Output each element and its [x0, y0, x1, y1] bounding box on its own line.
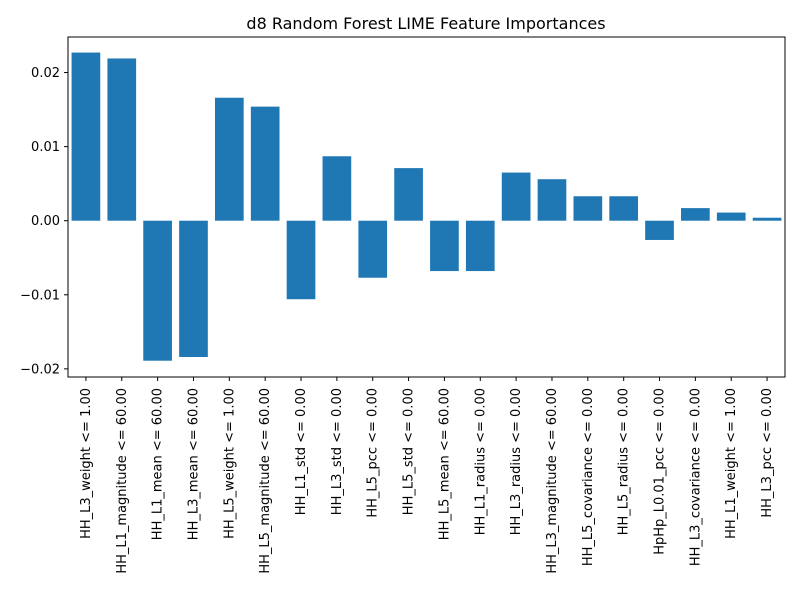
x-tick-label: HpHp_L0.01_pcc <= 0.00	[653, 388, 668, 555]
x-tick-label: HH_L1_magnitude <= 60.00	[115, 388, 130, 574]
bars-group	[71, 52, 782, 361]
y-axis: −0.02 −0.01 0.00 0.01 0.02	[20, 66, 68, 377]
y-tick-label: −0.02	[20, 362, 60, 377]
x-tick-label: HH_L5_covariance <= 0.00	[581, 388, 596, 566]
x-tick-label: HH_L3_pcc <= 0.00	[760, 388, 775, 518]
bar	[107, 58, 137, 221]
bar	[537, 179, 567, 221]
bar	[250, 106, 280, 221]
x-tick-label: HH_L5_pcc <= 0.00	[366, 388, 381, 518]
bar	[358, 220, 388, 278]
x-tick-label: HH_L3_weight <= 1.00	[79, 388, 94, 539]
bar	[681, 208, 710, 221]
x-tick-label: HH_L3_mean <= 60.00	[186, 388, 201, 540]
bar	[609, 196, 639, 221]
x-tick-label: HH_L3_std <= 0.00	[330, 388, 345, 515]
plot-frame	[67, 36, 786, 378]
x-tick-label: HH_L5_radius <= 0.00	[617, 388, 632, 535]
x-tick-label: HH_L5_std <= 0.00	[402, 388, 417, 515]
x-tick-label: HH_L1_mean <= 60.00	[151, 388, 166, 540]
x-tick-label: HH_L1_std <= 0.00	[294, 388, 309, 515]
x-tick-label: HH_L3_radius <= 0.00	[509, 388, 524, 535]
x-tick-label: HH_L5_magnitude <= 60.00	[258, 388, 273, 574]
bar	[322, 156, 352, 221]
x-tick-label: HH_L5_mean <= 60.00	[437, 388, 452, 540]
x-tick-label: HH_L3_covariance <= 0.00	[688, 388, 703, 566]
x-tick-label: HH_L3_magnitude <= 60.00	[545, 388, 560, 574]
bar	[430, 220, 459, 272]
bar	[465, 220, 495, 272]
bar	[71, 52, 101, 221]
bar	[645, 220, 674, 240]
bar	[573, 196, 603, 221]
y-tick-label: 0.01	[31, 140, 60, 155]
bar	[143, 220, 172, 361]
x-tick-label: HH_L1_weight <= 1.00	[724, 388, 739, 539]
bar	[752, 217, 782, 221]
x-axis: HH_L3_weight <= 1.00 HH_L1_magnitude <= 6…	[79, 377, 775, 574]
y-tick-label: 0.00	[31, 214, 60, 229]
bar	[286, 220, 316, 300]
bar	[501, 172, 531, 221]
x-tick-label: HH_L5_weight <= 1.00	[222, 388, 237, 539]
x-tick-label: HH_L1_radius <= 0.00	[473, 388, 488, 535]
bar	[214, 97, 244, 221]
bar	[179, 220, 208, 357]
chart-title: d8 Random Forest LIME Feature Importance…	[246, 14, 605, 33]
y-tick-label: 0.02	[31, 66, 60, 81]
bar	[394, 168, 423, 221]
bar	[716, 212, 746, 221]
y-tick-label: −0.01	[20, 288, 60, 303]
